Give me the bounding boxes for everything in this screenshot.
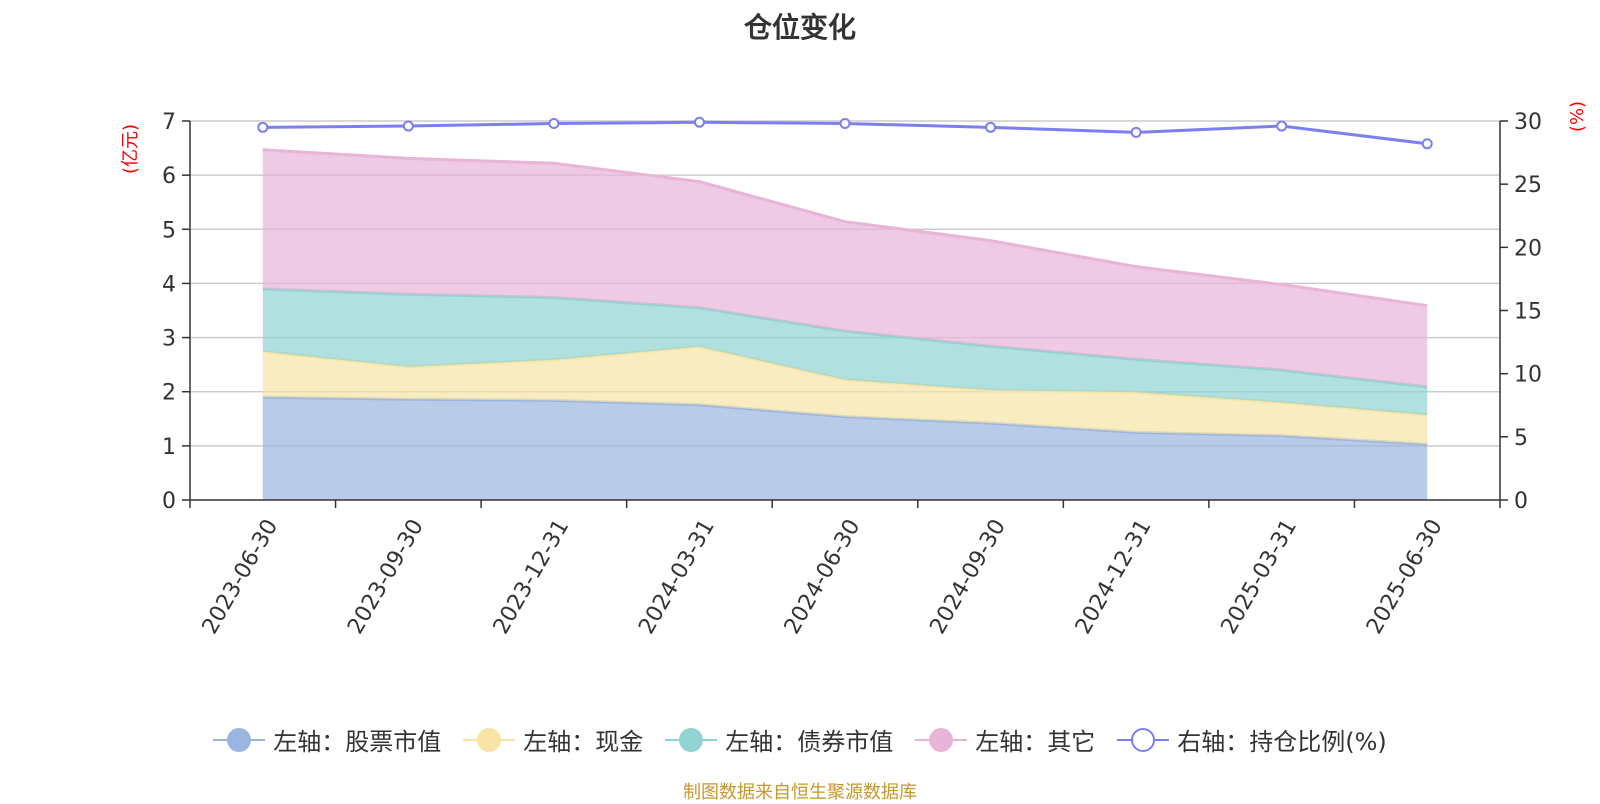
area-stock	[262, 397, 1428, 500]
x-axis-tick-label: 2025-06-30	[1362, 515, 1448, 638]
legend-symbol-icon	[1117, 726, 1170, 754]
x-axis-tick-label: 2023-06-30	[198, 515, 284, 638]
legend-item-bond[interactable]: 左轴：债券市值	[665, 722, 893, 757]
legend-label: 左轴：股票市值	[273, 728, 442, 756]
area-other	[262, 149, 1428, 387]
point-ratio	[839, 118, 851, 130]
chart-legend: 左轴：股票市值 左轴：现金 左轴：债券市值 左轴：其它 右轴：持仓比例(%)	[0, 722, 1600, 757]
point-ratio	[257, 121, 269, 133]
legend-item-stock[interactable]: 左轴：股票市值	[213, 722, 441, 757]
right-axis-tick-label: 30	[1514, 110, 1542, 135]
x-axis-tick-label: 2024-09-30	[925, 515, 1011, 638]
legend-label: 左轴：现金	[523, 728, 644, 756]
legend-item-ratio[interactable]: 右轴：持仓比例(%)	[1117, 722, 1387, 757]
left-axis-tick-label: 0	[162, 489, 176, 514]
chart-title: 仓位变化	[743, 11, 856, 44]
right-axis-unit: (%)	[1567, 100, 1589, 133]
left-axis-tick-label: 3	[162, 327, 176, 352]
left-axis-tick-label: 1	[162, 435, 176, 460]
left-axis-unit: (亿元)	[120, 123, 142, 175]
legend-symbol-icon	[213, 726, 266, 754]
x-axis-tick-label: 2024-12-31	[1071, 515, 1157, 638]
legend-label: 左轴：债券市值	[725, 728, 894, 756]
right-axis-tick-label: 15	[1514, 300, 1542, 325]
legend-label: 右轴：持仓比例(%)	[1177, 728, 1387, 756]
left-axis-tick-label: 2	[162, 381, 176, 406]
area-line-cash	[262, 345, 1428, 417]
left-axis-tick-label: 7	[162, 110, 176, 135]
right-axis-tick-label: 5	[1514, 426, 1528, 451]
x-axis-tick-label: 2023-09-30	[343, 515, 429, 638]
area-cash	[262, 346, 1428, 445]
right-axis-tick-label: 0	[1514, 489, 1528, 514]
point-ratio	[548, 118, 560, 130]
x-axis-tick-label: 2024-03-31	[634, 515, 720, 638]
left-axis-tick-label: 5	[162, 218, 176, 243]
legend-item-other[interactable]: 左轴：其它	[915, 722, 1095, 757]
point-ratio	[1421, 138, 1433, 150]
point-ratio	[402, 120, 414, 132]
point-ratio	[1130, 126, 1142, 138]
data-source-footer: 制图数据来自恒生聚源数据库	[683, 782, 917, 803]
left-axis-tick-label: 4	[162, 272, 176, 297]
point-ratio	[1276, 120, 1288, 132]
x-axis-tick-label: 2023-12-31	[489, 515, 575, 638]
legend-symbol-icon	[915, 726, 968, 754]
right-axis-tick-label: 25	[1514, 173, 1542, 198]
legend-label: 左轴：其它	[975, 728, 1096, 756]
x-axis-tick-label: 2025-03-31	[1217, 515, 1303, 638]
x-axis-tick-label: 2024-06-30	[780, 515, 866, 638]
right-axis-tick-label: 10	[1514, 363, 1542, 388]
legend-symbol-icon	[665, 726, 718, 754]
point-ratio	[985, 121, 997, 133]
point-ratio	[693, 116, 705, 128]
legend-item-cash[interactable]: 左轴：现金	[463, 722, 643, 757]
left-axis-tick-label: 6	[162, 164, 176, 189]
area-bond	[262, 288, 1428, 415]
right-axis-tick-label: 20	[1514, 236, 1542, 261]
legend-symbol-icon	[463, 726, 516, 754]
area-line-other	[262, 148, 1428, 308]
